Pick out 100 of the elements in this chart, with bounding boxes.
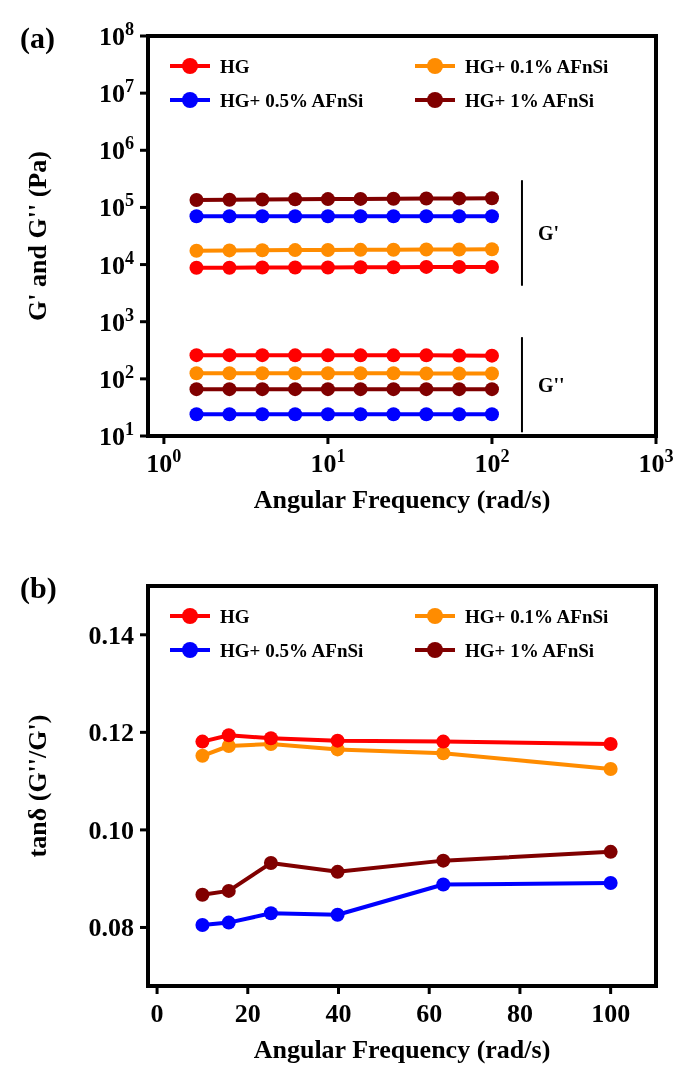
- x-axis-title: Angular Frequency (rad/s): [253, 1035, 551, 1064]
- point: [189, 366, 204, 381]
- point: [189, 260, 204, 275]
- point: [222, 366, 237, 381]
- point: [386, 191, 401, 206]
- point: [386, 407, 401, 422]
- legend-label: HG: [220, 606, 250, 627]
- x-tick-label: 40: [325, 999, 352, 1028]
- point: [353, 242, 368, 257]
- legend-label: HG+ 0.5% AFnSi: [220, 640, 364, 661]
- y-axis-title: G' and G'' (Pa): [23, 151, 52, 321]
- point: [195, 748, 210, 763]
- x-tick-label: 10$^{2}$: [474, 446, 510, 478]
- y-tick-label: 0.10: [88, 815, 134, 845]
- point: [288, 243, 303, 258]
- point: [452, 407, 467, 422]
- point: [222, 348, 237, 363]
- point: [353, 209, 368, 224]
- point: [222, 407, 237, 422]
- point: [603, 876, 618, 891]
- point: [189, 192, 204, 207]
- point: [189, 243, 204, 258]
- point: [386, 366, 401, 381]
- legend-label: HG+ 0.1% AFnSi: [465, 606, 609, 627]
- point: [221, 883, 236, 898]
- y-tick-label: 0.08: [88, 913, 134, 943]
- point: [222, 243, 237, 258]
- point: [452, 348, 467, 363]
- point: [419, 191, 434, 206]
- point: [603, 737, 618, 752]
- point: [222, 209, 237, 224]
- point: [255, 382, 270, 397]
- annotation: G': [537, 221, 560, 244]
- point: [419, 366, 434, 381]
- point: [320, 407, 335, 422]
- point: [452, 242, 467, 257]
- x-tick-label: 100: [591, 999, 631, 1028]
- point: [386, 348, 401, 363]
- point: [189, 209, 204, 224]
- point: [320, 366, 335, 381]
- point: [603, 761, 618, 776]
- point: [353, 348, 368, 363]
- point: [419, 407, 434, 422]
- point: [484, 382, 499, 397]
- point: [288, 366, 303, 381]
- y-axis-title: tanδ (G''/G'): [23, 714, 52, 858]
- point: [320, 382, 335, 397]
- point: [255, 243, 270, 258]
- y-tick-label: 10$^{8}$: [98, 19, 134, 51]
- point: [263, 856, 278, 871]
- annotation: G'': [537, 373, 565, 396]
- legend-label: HG+ 0.5% AFnSi: [220, 90, 364, 111]
- point: [195, 918, 210, 933]
- y-tick-label: 10$^{7}$: [98, 76, 134, 109]
- point: [419, 209, 434, 224]
- point: [452, 209, 467, 224]
- point: [353, 382, 368, 397]
- point: [436, 853, 451, 868]
- point: [288, 260, 303, 275]
- point: [320, 192, 335, 207]
- x-tick-label: 60: [416, 999, 443, 1028]
- point: [330, 864, 345, 879]
- point: [386, 260, 401, 275]
- point: [195, 887, 210, 902]
- x-tick-label: 0: [150, 999, 164, 1028]
- x-axis-title: Angular Frequency (rad/s): [253, 485, 551, 514]
- point: [189, 348, 204, 363]
- point: [419, 348, 434, 363]
- point: [195, 734, 210, 749]
- point: [288, 407, 303, 422]
- point: [452, 366, 467, 381]
- point: [386, 382, 401, 397]
- y-tick-label: 10$^{5}$: [98, 190, 134, 223]
- point: [320, 242, 335, 257]
- point: [288, 382, 303, 397]
- y-tick-label: 0.14: [88, 620, 134, 650]
- point: [452, 259, 467, 274]
- point: [320, 348, 335, 363]
- point: [288, 348, 303, 363]
- x-tick-label: 20: [234, 999, 261, 1028]
- y-tick-label: 10$^{6}$: [98, 133, 134, 166]
- point: [320, 260, 335, 275]
- chart-title: (a): [20, 21, 55, 55]
- legend-label: HG+ 1% AFnSi: [465, 90, 595, 111]
- point: [222, 260, 237, 275]
- point: [484, 366, 499, 381]
- y-tick-label: 10$^{4}$: [98, 247, 134, 280]
- point: [255, 366, 270, 381]
- point: [484, 259, 499, 274]
- point: [419, 259, 434, 274]
- point: [484, 407, 499, 422]
- point: [320, 209, 335, 224]
- point: [484, 242, 499, 257]
- x-tick-label: 10$^{3}$: [638, 446, 674, 478]
- point: [255, 407, 270, 422]
- legend-label: HG: [220, 56, 250, 77]
- point: [263, 731, 278, 746]
- y-tick-label: 10$^{3}$: [98, 304, 134, 337]
- point: [288, 209, 303, 224]
- point: [255, 209, 270, 224]
